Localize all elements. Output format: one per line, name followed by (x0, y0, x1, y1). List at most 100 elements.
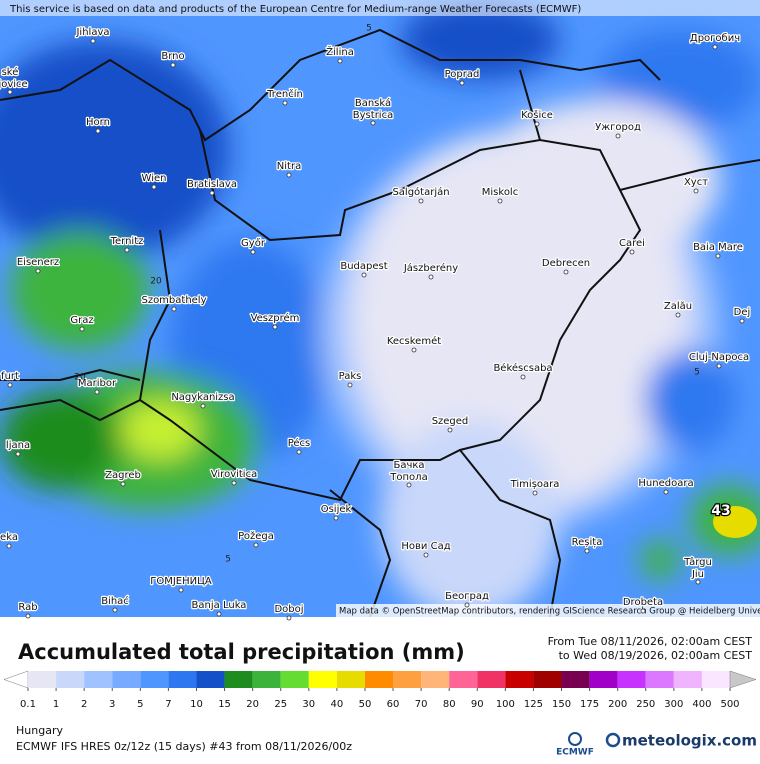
city-label: Trenčín (266, 88, 303, 100)
city-dot (584, 548, 590, 554)
colorbar-box (168, 671, 197, 688)
city-label: Poprad (445, 69, 480, 80)
city-dot (370, 120, 376, 126)
city-label: Szombathely (141, 295, 206, 306)
attribution: This service is based on data and produc… (9, 4, 581, 15)
city-dot (418, 198, 424, 204)
city-label: Dej (734, 307, 751, 318)
colorbar-tick-label: 80 (443, 699, 456, 710)
map-credit: Map data © OpenStreetMap contributors, r… (339, 607, 760, 617)
colorbar-tick-label: 175 (580, 699, 599, 710)
city-dot (333, 515, 339, 521)
colorbar-tick-label: 0.1 (20, 699, 36, 710)
city-label: eka (0, 532, 18, 543)
city-label: Békéscsaba (493, 362, 552, 374)
city-dot (447, 427, 453, 433)
contour-label: 20 (74, 373, 86, 383)
city-label: Brno (161, 51, 184, 62)
city-label: Veszprém (251, 312, 300, 324)
period-to: to Wed 08/19/2026, 02:00am CEST (559, 649, 753, 662)
city-label: furt (1, 371, 19, 382)
colorbar-tick-label: 7 (165, 699, 171, 710)
colorbar-tick-label: 100 (496, 699, 515, 710)
colorbar-box (533, 671, 562, 688)
city-label: Bystrica (353, 110, 393, 121)
city-label: Miskolc (482, 187, 518, 198)
city-dot (739, 318, 745, 324)
city-label: Salgótarján (392, 186, 449, 198)
city-dot (715, 253, 721, 259)
city-dot (361, 272, 367, 278)
city-label: Debrecen (542, 258, 590, 269)
city-label: Graz (70, 315, 93, 326)
colorbar-box (645, 671, 674, 688)
colorbar-tick-label: 200 (608, 699, 627, 710)
colorbar-tick-label: 15 (218, 699, 231, 710)
colorbar-box (308, 671, 337, 688)
colorbar-tick-label: 30 (302, 699, 315, 710)
colorbar-box (589, 671, 618, 688)
model-info: ECMWF IFS HRES 0z/12z (15 days) #43 from… (16, 740, 352, 753)
city-label: Târgu (683, 556, 712, 568)
contour-label: 20 (150, 277, 162, 287)
city-dot (675, 312, 681, 318)
city-dot (693, 188, 699, 194)
city-dot (112, 607, 118, 613)
colorbar-tick-label: 5 (137, 699, 143, 710)
city-label: Paks (339, 371, 362, 382)
city-label: Maribor (78, 378, 117, 389)
city-dot (170, 62, 176, 68)
city-dot (7, 382, 13, 388)
city-dot (200, 403, 206, 409)
city-dot (629, 249, 635, 255)
city-label: Horn (86, 117, 110, 128)
city-dot (250, 249, 256, 255)
colorbar-arrow (3, 670, 29, 689)
ecmwf-icon (568, 732, 582, 746)
colorbar-box (477, 671, 506, 688)
colorbar-tick-label: 1 (53, 699, 59, 710)
city-dot (124, 247, 130, 253)
colorbar-box (336, 671, 365, 688)
city-dot (151, 184, 157, 190)
city-dot (347, 382, 353, 388)
colorbar-box (280, 671, 309, 688)
legend-title: Accumulated total precipitation (mm) (18, 640, 465, 664)
colorbar-tick-label: 500 (720, 699, 739, 710)
colorbar-box (393, 671, 422, 688)
max-label: 43 (711, 503, 730, 519)
city-label: Ternitz (110, 236, 144, 247)
city-dot (15, 451, 21, 457)
city-dot (406, 482, 412, 488)
colorbar-box (252, 671, 281, 688)
period-from: From Tue 08/11/2026, 02:00am CEST (548, 635, 753, 648)
city-label: Žilina (326, 45, 354, 58)
city-label: Zalău (664, 301, 692, 312)
city-dot (337, 58, 343, 64)
contour-label: 5 (694, 368, 700, 378)
city-label: Нови Сад (401, 541, 450, 552)
city-dot (640, 608, 646, 614)
city-dot (497, 198, 503, 204)
city-label: Drobeta (623, 597, 663, 608)
city-dot (178, 587, 184, 593)
city-label: Nagykanizsa (171, 392, 234, 403)
city-dot (272, 324, 278, 330)
colorbar-arrow (729, 670, 757, 689)
city-label: Bratislava (187, 179, 237, 190)
city-label: Jihlava (75, 27, 109, 38)
city-dot (209, 190, 215, 196)
colorbar-tick-label: 250 (636, 699, 655, 710)
colorbar-box (701, 671, 730, 688)
colorbar-tick-label: 70 (415, 699, 428, 710)
colorbar-tick-label: 90 (471, 699, 484, 710)
city-label: Banská (355, 97, 391, 109)
city-label: Zagreb (105, 470, 141, 481)
city-label: Београд (445, 591, 489, 602)
colorbar-box (505, 671, 534, 688)
contour-label: 5 (225, 555, 231, 565)
attribution-bg (0, 0, 760, 16)
city-label: ljana (6, 440, 30, 451)
colorbar-tick-label: 400 (692, 699, 711, 710)
